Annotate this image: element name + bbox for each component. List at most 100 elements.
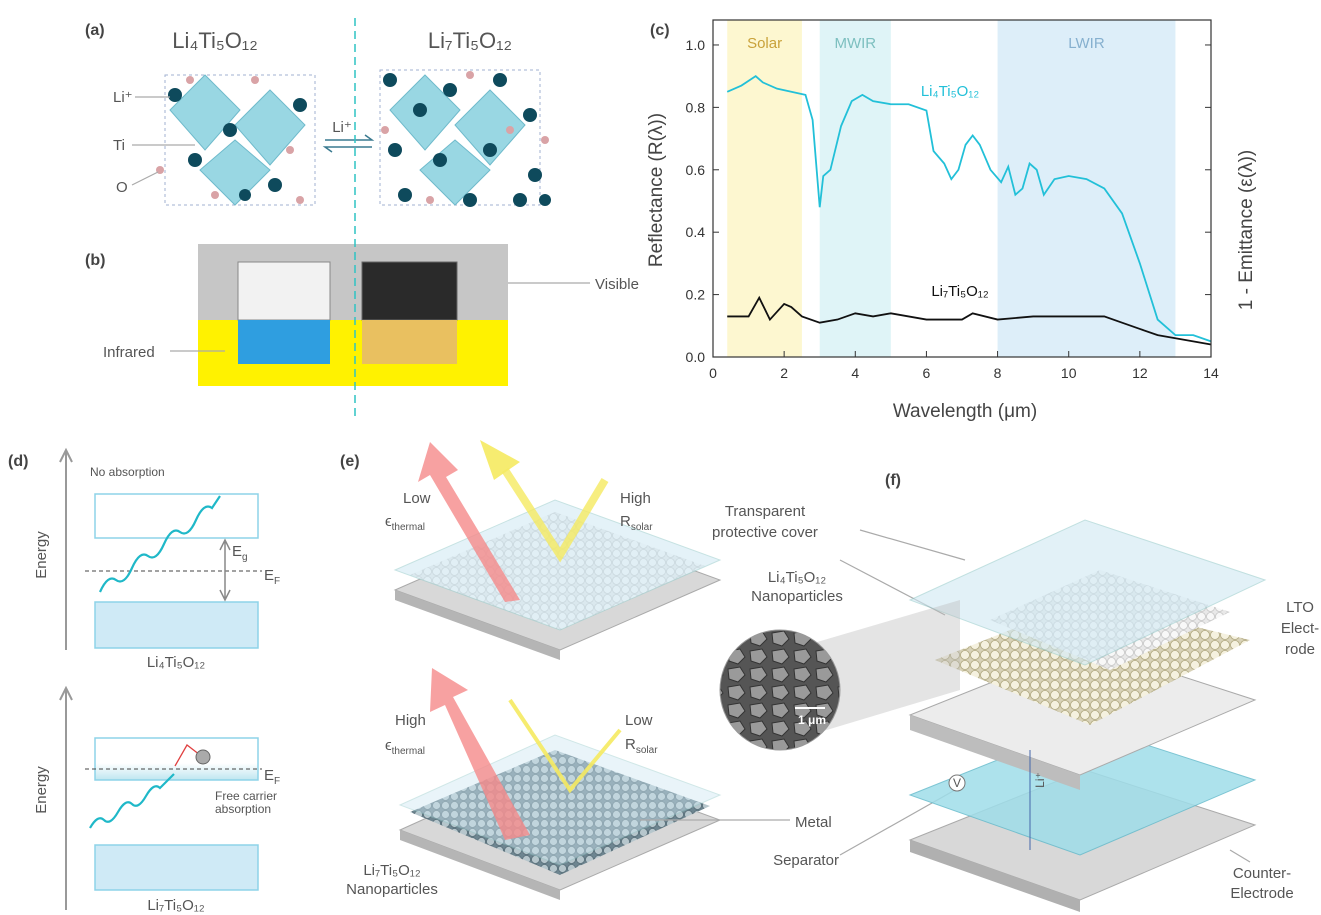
panel-d: (d) Energy No absorption Eg EF Li₄Ti₅O₁₂… (8, 447, 280, 914)
label: Rsolar (620, 513, 653, 533)
plot-frame (712, 19, 1212, 358)
leader (859, 529, 966, 561)
x-axis-label: Wavelength (μm) (893, 401, 1037, 422)
solar-ray (501, 467, 609, 563)
y-tick-label: 0.4 (686, 224, 706, 240)
callout: Nanoparticles (751, 588, 843, 605)
formula: Li₄Ti₅O₁₂ (147, 654, 206, 671)
carrier (195, 749, 211, 765)
callout: Li₄Ti₅O₁₂ (768, 569, 827, 586)
carrier-path (174, 744, 201, 767)
callout: Metal (795, 814, 832, 831)
label: Low (625, 712, 653, 729)
band-label: LWIR (1068, 35, 1105, 52)
photon (98, 495, 221, 593)
callout: Elect- (1281, 620, 1319, 637)
series-label: Li₇Ti₅O₁₂ (931, 283, 989, 300)
label: Low (403, 490, 431, 507)
callout: Visible (595, 276, 639, 293)
energy-axis (59, 447, 73, 650)
scale-label: 1 μm (798, 713, 826, 727)
equilibrium-arrow (322, 134, 375, 153)
sample (238, 320, 330, 364)
metal-edge (400, 830, 560, 900)
x-tick-label: 8 (994, 365, 1002, 381)
axis-label: Energy (33, 531, 50, 579)
formula: Li₇Ti₅O₁₂ (428, 28, 512, 53)
band (727, 20, 802, 357)
formula: Li₇Ti₅O₁₂ (147, 897, 205, 914)
x-tick-label: 4 (851, 365, 859, 381)
y-tick-label: 0.0 (686, 349, 706, 365)
panel-label: (c) (650, 22, 670, 39)
callout: Separator (773, 852, 839, 869)
photon (89, 773, 175, 829)
panel-label: (f) (885, 472, 901, 489)
callout: Electrode (1230, 885, 1293, 902)
leader (131, 171, 159, 186)
cover (393, 499, 722, 631)
edge (910, 715, 1080, 790)
callout: Transparent (725, 503, 806, 520)
y2-axis-label: 1 - Emittance (ε(λ)) (1236, 150, 1257, 311)
x-tick-label: 6 (923, 365, 931, 381)
label: ϵthermal (385, 513, 425, 533)
series-line (727, 295, 1212, 346)
atom-label: Ti (113, 137, 125, 154)
thermal-arrow (418, 442, 520, 602)
ion-label: Li⁺ (1033, 772, 1047, 788)
cover (908, 519, 1267, 666)
voltmeter-label: V (953, 776, 961, 790)
note: Free carrier (215, 789, 277, 803)
valence-band (94, 601, 259, 649)
crystal (164, 69, 541, 206)
edge (910, 840, 1080, 912)
panel-label: (a) (85, 22, 105, 39)
callout: Nanoparticles (346, 881, 438, 898)
panel-c: (c) Wavelength (μm) Reflectance (R(λ)) 1… (646, 19, 1257, 422)
formula: Li₄Ti₅O₁₂ (172, 28, 258, 53)
series-label: Li₄Ti₅O₁₂ (921, 83, 980, 100)
x-tick-label: 2 (780, 365, 788, 381)
note: No absorption (90, 465, 165, 479)
axis-label: Energy (33, 766, 50, 814)
series-line (726, 75, 1212, 343)
label: Rsolar (625, 736, 658, 756)
sample (362, 320, 457, 364)
x-tick-label: 14 (1203, 365, 1219, 381)
atom-label: O (116, 179, 128, 196)
panel-e: (e) Low ϵthermal High Rsolar Transparent… (340, 440, 966, 900)
callout: rode (1285, 641, 1315, 658)
sample (361, 261, 458, 321)
band-label: MWIR (834, 35, 876, 52)
solar-arrow (480, 440, 520, 480)
cover (398, 734, 722, 866)
energy-axis (59, 685, 73, 910)
thermal-arrow (430, 668, 530, 840)
callout: Counter- (1233, 865, 1291, 882)
voltmeter (948, 774, 966, 792)
x-tick-label: 12 (1132, 365, 1148, 381)
panel-label: (e) (340, 453, 360, 470)
leader (1229, 849, 1251, 863)
y-axis-label: Reflectance (R(λ)) (646, 113, 667, 267)
panel-f: (f) V Li⁺ LTO Elect- rode Counter- Elect… (719, 472, 1319, 912)
metal-edge (395, 590, 560, 660)
gap-arrow (219, 538, 231, 602)
callout: Infrared (103, 344, 155, 361)
band (819, 20, 891, 357)
label: High (395, 712, 426, 729)
sample (237, 261, 331, 321)
fermi-label: EF (264, 567, 280, 587)
panel-label: (b) (85, 252, 105, 269)
atoms (168, 73, 551, 207)
sem-image (719, 629, 841, 751)
valence-band (94, 844, 259, 891)
y-tick-label: 1.0 (686, 37, 706, 53)
band (997, 20, 1176, 357)
y-tick-label: 0.2 (686, 287, 706, 303)
band-label: Solar (747, 35, 782, 52)
label: ϵthermal (385, 737, 425, 757)
